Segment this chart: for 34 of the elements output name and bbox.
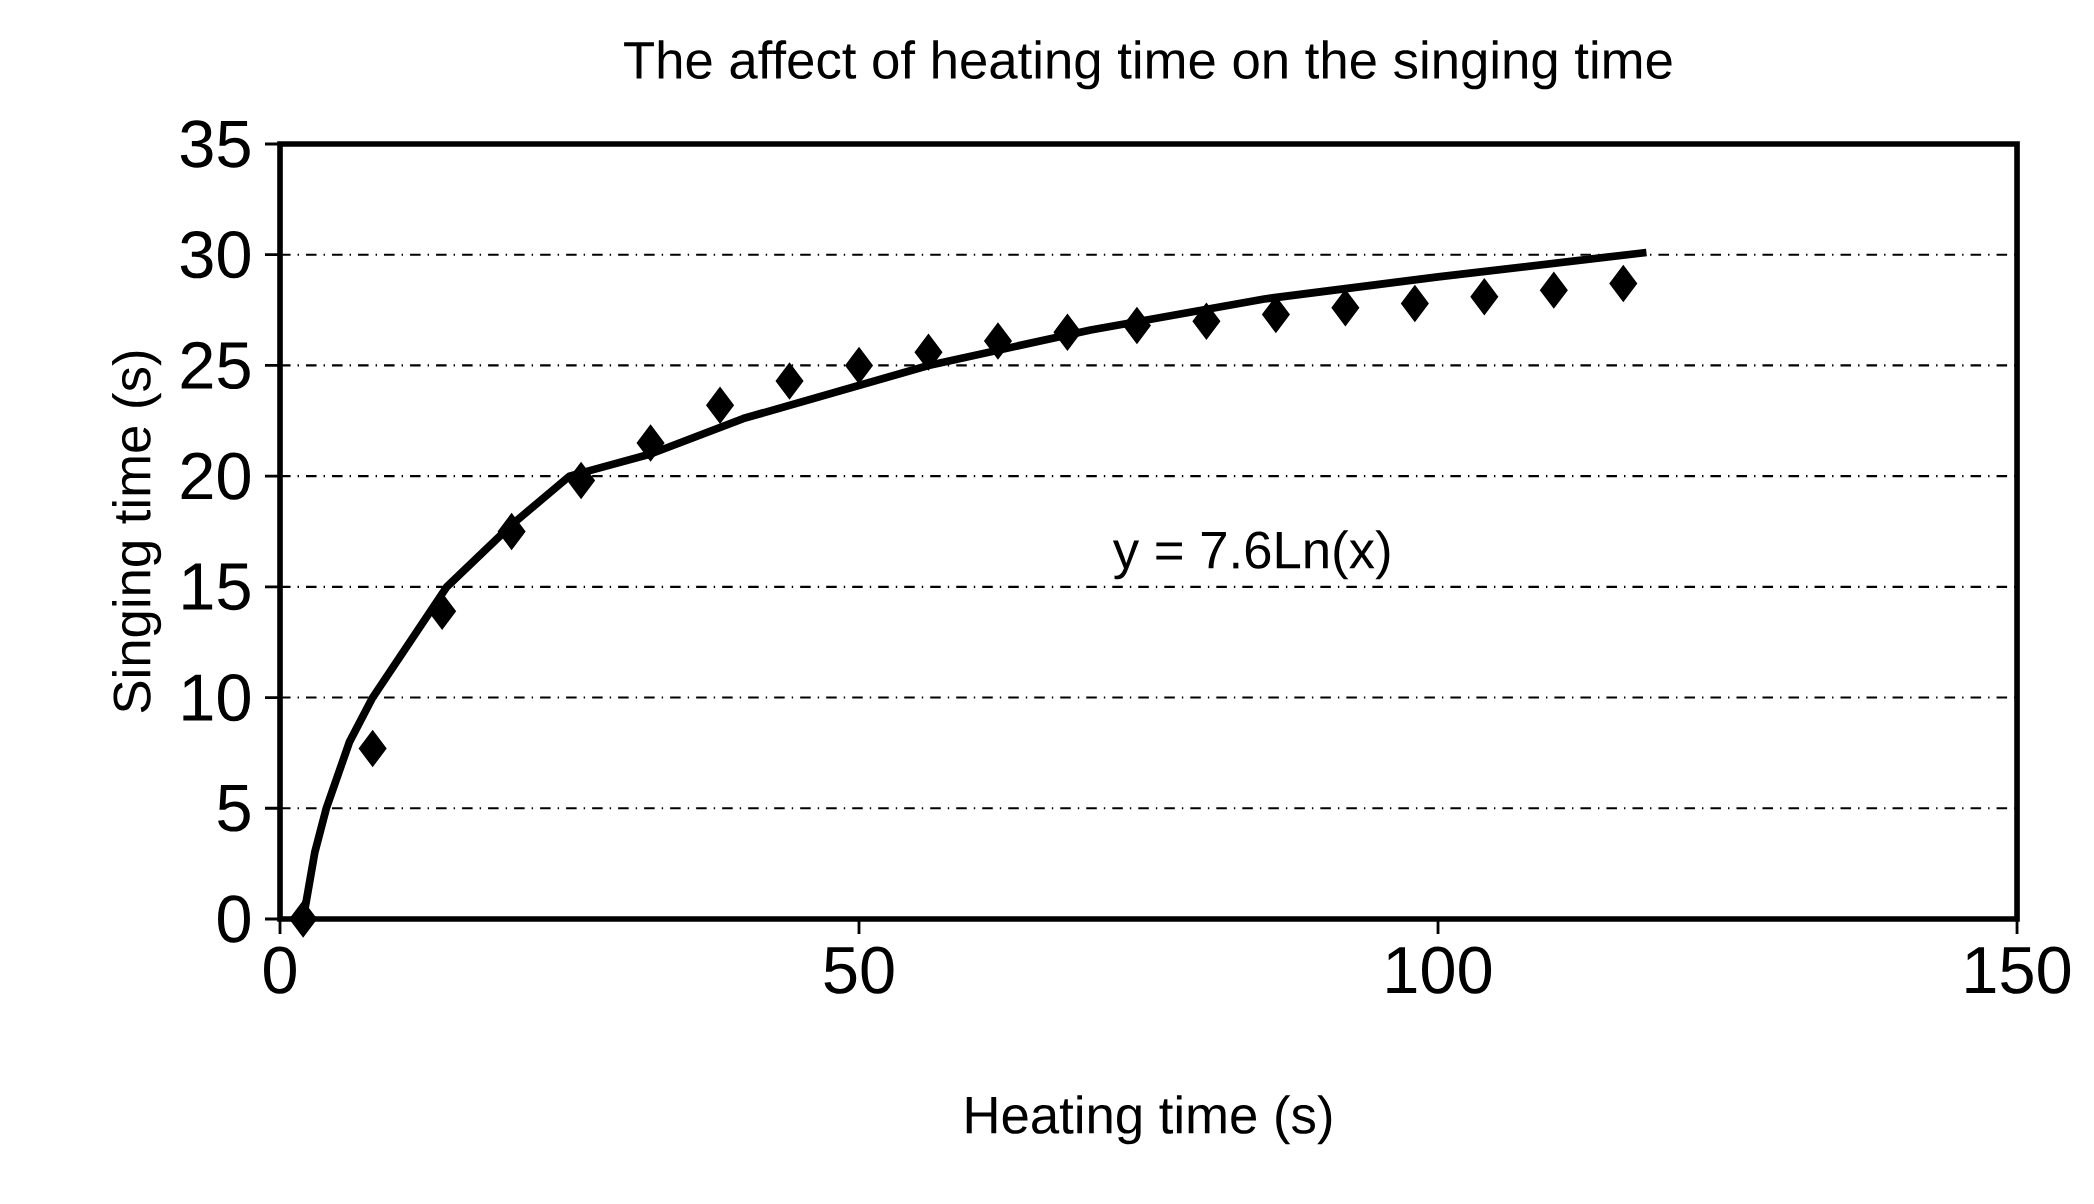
y-tick-label: 5 (218, 785, 250, 832)
point (1192, 302, 1221, 340)
x-tick-label: 0 (264, 946, 296, 994)
y-tick-label: 15 (183, 563, 250, 611)
point (1331, 289, 1360, 327)
point (497, 513, 526, 550)
y-tick-label: 35 (180, 120, 250, 168)
x-tick-label: 100 (1387, 946, 1492, 994)
point (1539, 271, 1568, 309)
y-tick-label: 0 (218, 895, 250, 943)
x-tick-label: 50 (824, 946, 894, 994)
point (358, 730, 387, 767)
x-axis-title: Heating time (s) (966, 1095, 1332, 1145)
point (845, 347, 873, 384)
y-tick-label: 30 (180, 231, 250, 279)
point (1053, 313, 1082, 351)
point (1609, 265, 1638, 302)
annotation: y = 7.6Ln(x) (1112, 530, 1390, 580)
point (914, 333, 943, 371)
point (1400, 285, 1429, 322)
point (706, 386, 734, 424)
x-tick-label: 150 (1966, 946, 2071, 994)
y-tick-label: 10 (183, 673, 250, 722)
y-tick-label: 20 (181, 452, 250, 500)
y-axis-title: Singing time (s) (112, 351, 162, 713)
chart-title: The affect of heating time on the singing time (624, 40, 1672, 90)
point (1470, 278, 1499, 316)
point (567, 462, 595, 499)
y-tick-label: 25 (181, 341, 250, 390)
point (289, 900, 318, 938)
point (984, 322, 1012, 360)
point (775, 362, 804, 400)
point (636, 424, 665, 462)
point (1123, 307, 1151, 344)
